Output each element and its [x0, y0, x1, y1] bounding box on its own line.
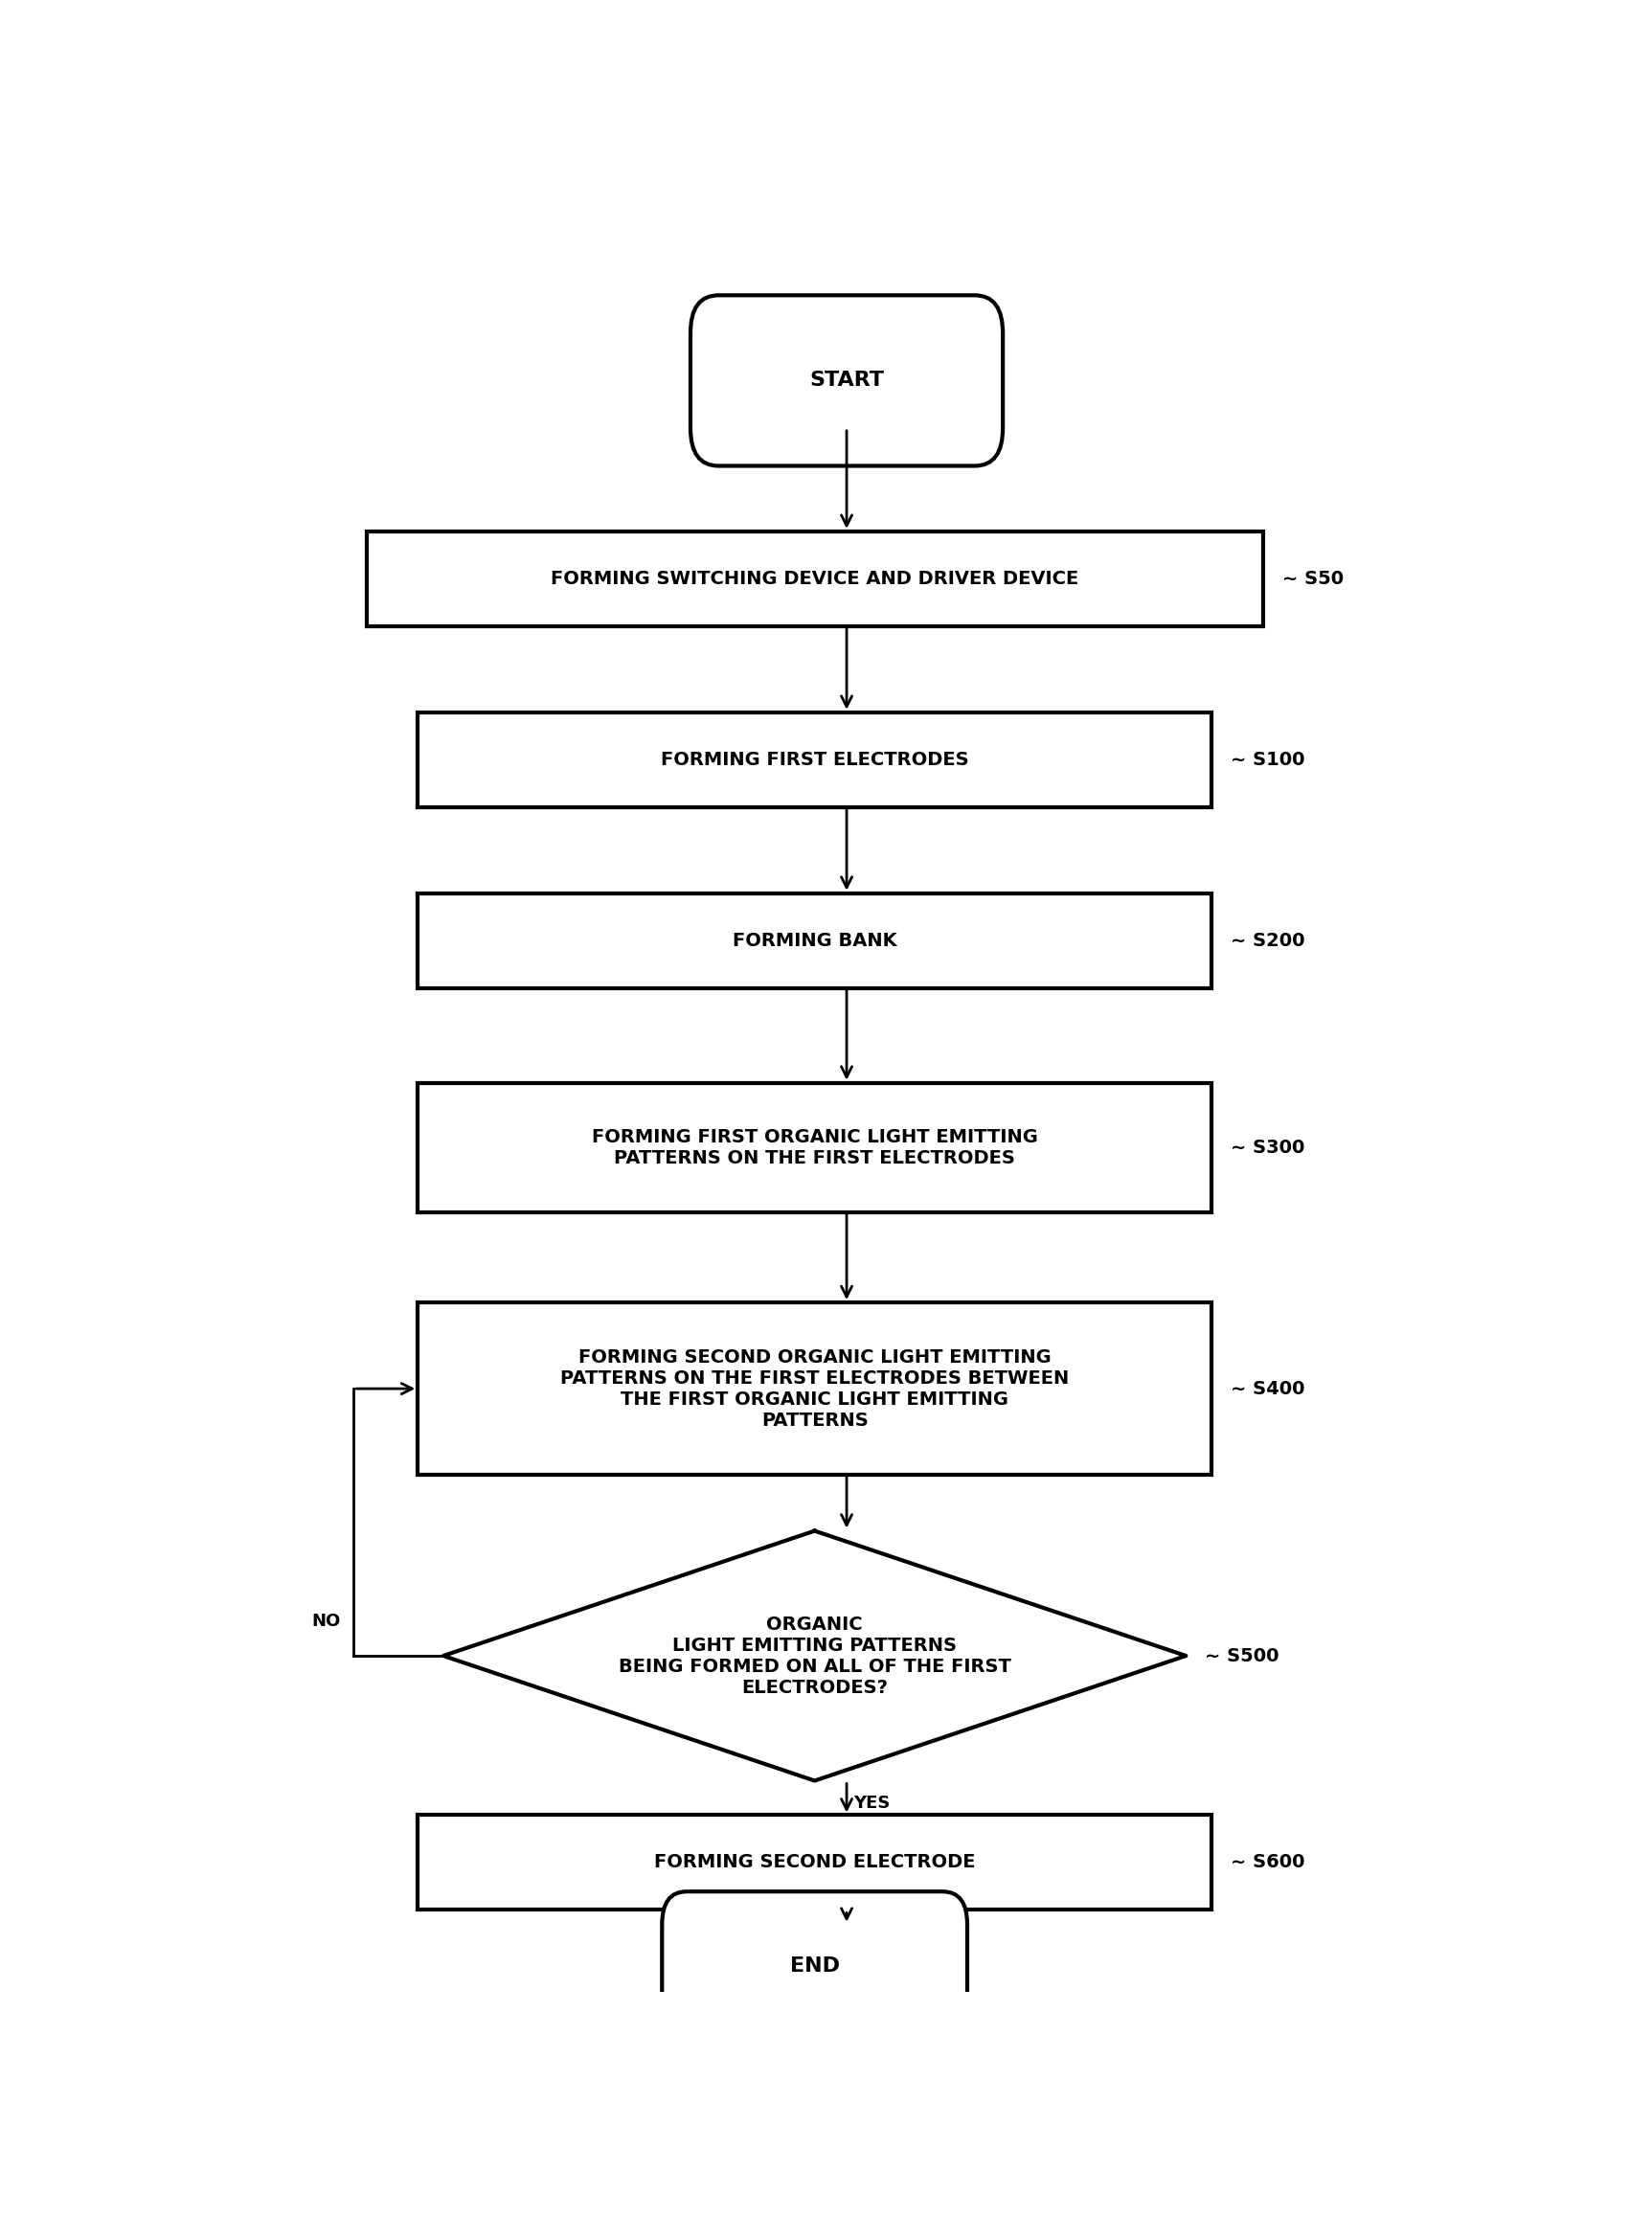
Text: FORMING BANK: FORMING BANK — [732, 931, 897, 949]
Bar — [418, 1083, 1211, 1213]
Text: ORGANIC
LIGHT EMITTING PATTERNS
BEING FORMED ON ALL OF THE FIRST
ELECTRODES?: ORGANIC LIGHT EMITTING PATTERNS BEING FO… — [618, 1616, 1011, 1696]
Text: ∼ S50: ∼ S50 — [1282, 571, 1343, 589]
Bar — [418, 712, 1211, 808]
Text: FORMING SECOND ELECTRODE: FORMING SECOND ELECTRODE — [654, 1853, 975, 1871]
Text: ∼ S300: ∼ S300 — [1231, 1139, 1305, 1157]
Text: ∼ S200: ∼ S200 — [1231, 931, 1305, 949]
Text: END: END — [790, 1956, 839, 1976]
Bar — [418, 1815, 1211, 1909]
FancyBboxPatch shape — [662, 1891, 968, 2041]
Polygon shape — [443, 1531, 1186, 1781]
Text: FORMING SECOND ORGANIC LIGHT EMITTING
PATTERNS ON THE FIRST ELECTRODES BETWEEN
T: FORMING SECOND ORGANIC LIGHT EMITTING PA… — [560, 1347, 1069, 1430]
Text: ∼ S400: ∼ S400 — [1231, 1379, 1305, 1399]
FancyBboxPatch shape — [691, 295, 1003, 466]
Text: START: START — [809, 372, 884, 389]
Text: FORMING SWITCHING DEVICE AND DRIVER DEVICE: FORMING SWITCHING DEVICE AND DRIVER DEVI… — [550, 571, 1079, 589]
Bar — [418, 893, 1211, 987]
Text: YES: YES — [854, 1795, 890, 1813]
Text: FORMING FIRST ELECTRODES: FORMING FIRST ELECTRODES — [661, 750, 968, 770]
Text: FORMING FIRST ORGANIC LIGHT EMITTING
PATTERNS ON THE FIRST ELECTRODES: FORMING FIRST ORGANIC LIGHT EMITTING PAT… — [591, 1128, 1037, 1166]
Text: NO: NO — [312, 1614, 340, 1629]
Bar — [418, 1303, 1211, 1475]
Bar — [367, 530, 1262, 627]
Text: ∼ S600: ∼ S600 — [1231, 1853, 1305, 1871]
Text: ∼ S100: ∼ S100 — [1231, 750, 1305, 770]
Text: ∼ S500: ∼ S500 — [1204, 1647, 1279, 1665]
